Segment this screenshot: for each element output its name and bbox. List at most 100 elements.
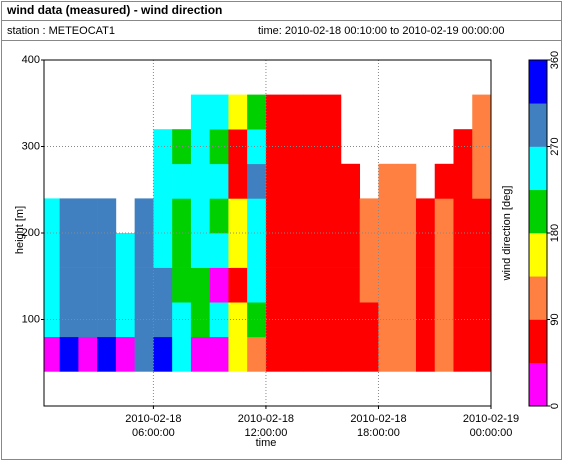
y-axis-label: height [m] [14,206,26,254]
station: station : METEOCAT1 [7,25,115,37]
cell [303,94,323,130]
cell [472,94,492,130]
cell [134,267,154,303]
cell [340,198,361,234]
cell [378,233,398,268]
x-tick-label: 2010-02-19 [463,413,519,425]
y-tick-label: 200 [22,227,40,239]
cell [284,129,304,165]
cell [190,336,210,372]
cell [397,233,417,268]
cell [209,233,229,268]
cell [453,267,473,303]
cell [228,129,248,165]
cell [340,336,361,372]
cell [453,336,473,372]
colorbar-swatch [529,362,547,407]
cell [265,163,285,199]
y-tick-label: 300 [22,140,40,152]
cell [284,198,304,234]
cell [415,198,436,234]
cell [134,233,154,268]
cell [284,302,304,338]
cell [340,267,361,303]
cell [59,302,79,338]
colorbar-tick-label: 90 [549,313,561,325]
cell [115,336,135,372]
cell [284,94,304,130]
cell [172,302,192,338]
cell [303,129,323,165]
cell [247,233,267,268]
cell [472,302,492,338]
x-tick-label: 2010-02-18 [125,413,181,425]
cell [265,233,285,268]
cell [434,163,454,199]
cell [59,198,79,234]
cell [172,336,192,372]
cell [322,94,342,130]
cell [115,267,135,303]
cell [303,233,323,268]
cell [228,198,248,234]
cell [172,198,192,234]
cell [284,336,304,372]
cell [359,233,379,268]
cell [303,267,323,303]
cell [190,163,210,199]
title: wind data (measured) - wind direction [6,3,222,17]
cell [153,233,173,268]
cell [44,336,60,372]
cell [434,267,454,303]
colorbar-swatch [529,189,547,234]
cell [172,129,192,165]
cell [340,163,361,199]
cell [59,336,79,372]
cell [190,198,210,234]
cell [172,267,192,303]
cell [378,267,398,303]
cell [378,336,398,372]
cell [322,336,342,372]
cell [97,198,117,234]
cell [209,267,229,303]
cell [284,267,304,303]
colorbar-swatch [529,146,547,191]
y-tick-label: 100 [22,313,40,325]
time-range: time: 2010-02-18 00:10:00 to 2010-02-19 … [258,25,504,37]
cell [44,302,60,338]
cell [190,94,210,130]
cell [453,302,473,338]
cell [415,267,436,303]
cell [209,198,229,234]
cell [78,267,98,303]
cell [472,233,492,268]
cell [472,198,492,234]
cell [209,163,229,199]
x-tick-label: 12:00:00 [245,427,288,439]
cell [453,163,473,199]
cell [453,129,473,165]
colorbar-swatch [529,60,547,104]
cell [247,198,267,234]
cell [247,267,267,303]
cell [190,267,210,303]
cell [340,233,361,268]
cell [265,94,285,130]
colorbar-swatch [529,276,547,320]
cell [303,198,323,234]
cell [59,267,79,303]
x-tick-label: 2010-02-18 [350,413,406,425]
cell [247,336,267,372]
cell [247,163,267,199]
cell [97,233,117,268]
cell [78,336,98,372]
cell [434,233,454,268]
x-tick-label: 2010-02-18 [238,413,294,425]
colorbar-tick-label: 270 [549,137,561,155]
cell [209,336,229,372]
cell [472,129,492,165]
cell [284,233,304,268]
cell [228,302,248,338]
